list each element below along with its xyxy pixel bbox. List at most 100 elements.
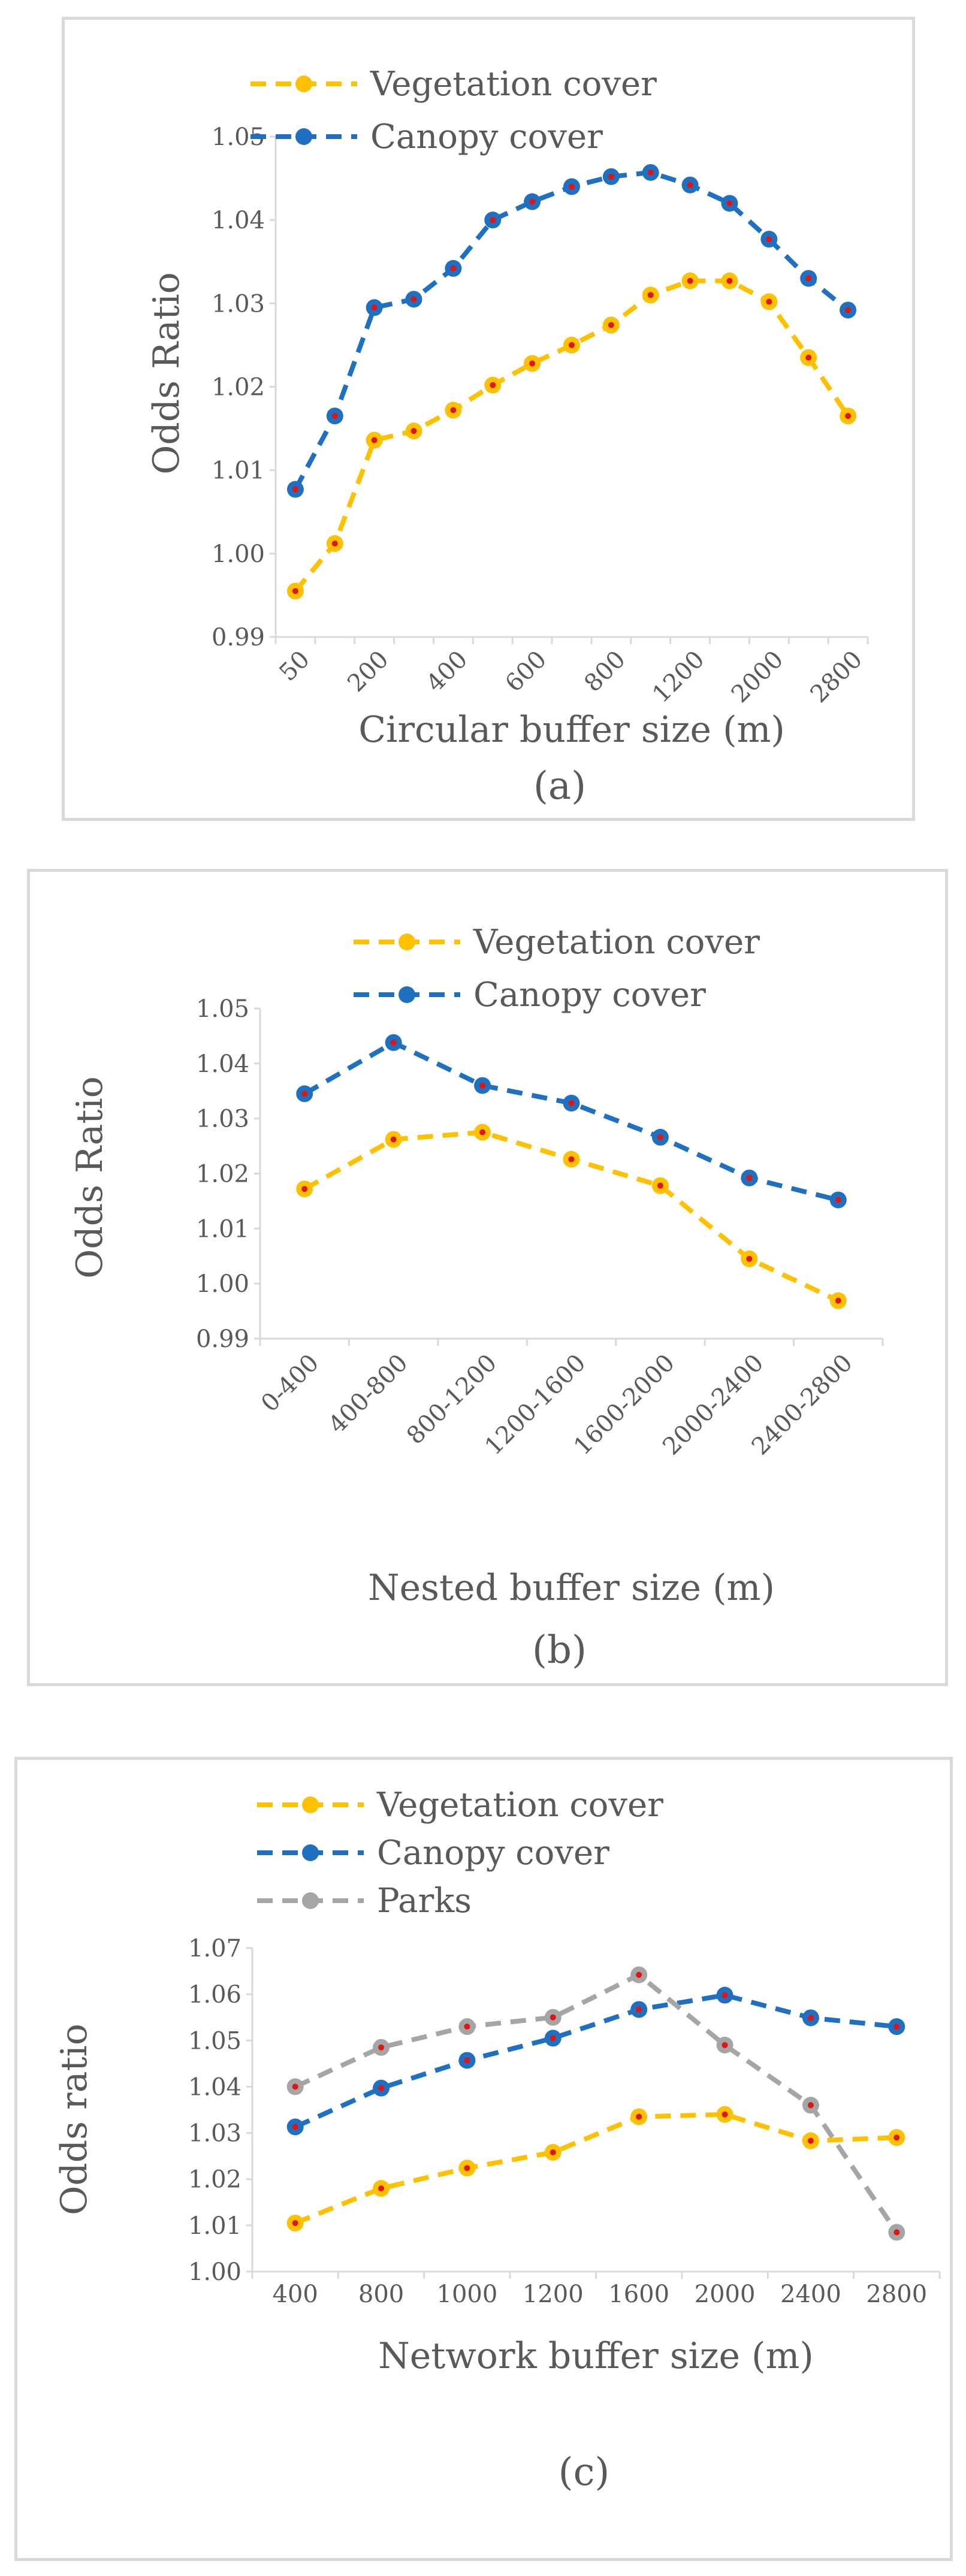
series-line — [294, 1992, 897, 2130]
data-point-center — [608, 173, 614, 180]
data-point-center — [657, 1134, 663, 1140]
y-tick-label: 1.02 — [212, 374, 265, 401]
series-line — [294, 1972, 899, 2234]
legend-label: Vegetation cover — [376, 1786, 663, 1825]
x-axis-title: Circular buffer size (m) — [358, 709, 785, 751]
legend-marker — [399, 986, 415, 1003]
x-tick-label: 1200 — [647, 645, 710, 708]
data-point-center — [450, 407, 457, 413]
data-point-center — [687, 277, 693, 284]
data-point-center — [893, 2024, 900, 2030]
data-point-center — [893, 2134, 900, 2141]
data-point-center — [835, 1297, 841, 1304]
data-point-center — [766, 236, 772, 243]
y-tick-label: 1.01 — [212, 457, 265, 485]
x-tick-label: 1600 — [608, 2281, 669, 2308]
data-point-center — [636, 2113, 642, 2120]
data-point-center — [529, 360, 536, 367]
series-line — [303, 1040, 839, 1203]
chart-b-svg: 0.99 1.00 1.01 1.02 1.03 1.04 1.05 0-400400-800… — [69, 923, 884, 1672]
legend-marker — [295, 76, 312, 92]
data-point-center — [608, 322, 614, 328]
data-point-center — [636, 2006, 642, 2013]
y-tick-label: 1.01 — [196, 1215, 249, 1243]
y-tick-label: 1.03 — [188, 2120, 242, 2148]
x-tick-label: 800 — [579, 645, 631, 697]
data-point-center — [371, 304, 378, 311]
y-tick-label: 1.05 — [188, 2027, 242, 2055]
data-point-center — [331, 540, 338, 547]
series-line — [294, 2112, 897, 2225]
data-point-center — [569, 183, 575, 190]
data-point-center — [450, 265, 457, 271]
y-tick-label: 1.04 — [212, 207, 265, 234]
y-tick-label: 0.99 — [196, 1325, 249, 1353]
chart-c-svg: 1.00 1.01 1.02 1.03 1.04 1.05 1.06 1.07 400 800 10… — [53, 1786, 941, 2495]
y-axis-title: Odds Ratio — [69, 1076, 111, 1279]
data-point-center — [805, 354, 812, 361]
chart-panel-b: 0.99 1.00 1.01 1.02 1.03 1.04 1.05 0-400 400-800… — [27, 869, 948, 1686]
data-point-center — [301, 1091, 308, 1097]
data-point-center — [807, 2102, 814, 2109]
data-point-center — [568, 1156, 575, 1162]
x-tick-label: 1200 — [523, 2281, 584, 2308]
data-point-center — [746, 1255, 753, 1262]
data-point-center — [550, 2035, 556, 2042]
data-point-center — [292, 2083, 298, 2090]
y-tick-label: 0.99 — [212, 624, 265, 651]
data-point-center — [410, 296, 417, 303]
y-tick-label: 1.01 — [188, 2212, 242, 2240]
y-tick-label: 1.07 — [188, 1935, 242, 1962]
x-tick-label: 800 — [358, 2281, 404, 2308]
chart-panel-c: 1.00 1.01 1.02 1.03 1.04 1.05 1.06 1.07 400 800 10… — [14, 1757, 953, 2561]
x-tick-label: 50 — [274, 645, 315, 687]
data-point-center — [805, 275, 812, 282]
legend-label: Canopy cover — [370, 117, 603, 156]
x-tick-label: 400 — [421, 645, 473, 697]
data-point-center — [687, 182, 693, 188]
legend-marker — [302, 1796, 319, 1813]
data-point-center — [479, 1082, 486, 1089]
y-tick-label: 1.03 — [196, 1106, 249, 1133]
legend-label: Vegetation cover — [370, 65, 657, 104]
data-point-center — [845, 413, 852, 419]
x-tick-label: 1000 — [437, 2281, 498, 2308]
data-point-center — [550, 2014, 556, 2021]
y-tick-label: 1.02 — [196, 1161, 249, 1188]
data-point-center — [722, 1992, 728, 1998]
data-point-center — [464, 2057, 470, 2064]
data-point-center — [636, 1971, 642, 1978]
x-axis-title: Nested buffer size (m) — [368, 1567, 775, 1609]
data-point-center — [807, 2015, 814, 2021]
legend-label: Parks — [377, 1882, 472, 1920]
y-axis-title: Odds Ratio — [146, 272, 188, 475]
data-point-center — [746, 1174, 753, 1181]
data-point-center — [371, 437, 378, 443]
data-point-center — [292, 588, 298, 594]
legend-marker — [302, 1892, 319, 1909]
data-point-center — [390, 1039, 397, 1046]
data-point-center — [722, 2111, 728, 2118]
legend-marker — [302, 1844, 319, 1861]
legend-marker — [399, 934, 415, 950]
data-point-center — [835, 1197, 841, 1203]
panel-label: (b) — [532, 1628, 587, 1672]
panel-label: (c) — [559, 2450, 610, 2495]
data-point-center — [490, 217, 496, 224]
data-point-center — [378, 2185, 385, 2192]
y-tick-label: 1.04 — [196, 1050, 249, 1078]
data-point-center — [390, 1136, 397, 1143]
data-point-center — [807, 2137, 814, 2144]
x-axis-title: Network buffer size (m) — [378, 2335, 814, 2377]
data-point-center — [569, 342, 575, 348]
x-tick-label: 200 — [342, 645, 394, 697]
data-point-center — [568, 1100, 575, 1106]
data-point-center — [647, 292, 654, 298]
data-point-center — [292, 2124, 298, 2130]
data-point-center — [301, 1186, 308, 1192]
legend-label: Vegetation cover — [473, 923, 760, 962]
y-tick-label: 1.05 — [196, 995, 249, 1023]
legend-label: Canopy cover — [473, 976, 706, 1014]
x-tick-label: 400-800 — [324, 1349, 413, 1439]
